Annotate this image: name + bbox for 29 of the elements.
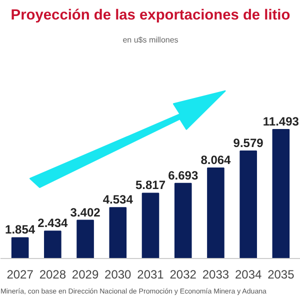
bar (207, 167, 224, 258)
x-tick-label: 2035 (268, 268, 295, 282)
chart-subtitle: en u$s millones (122, 36, 178, 44)
data-label: 11.493 (262, 114, 300, 128)
bar (174, 182, 192, 258)
x-tick-label: 2028 (39, 268, 66, 282)
x-tick-label: 2029 (72, 268, 99, 282)
bar (76, 220, 94, 258)
x-tick-label: 2032 (170, 268, 197, 282)
data-label: 2.434 (38, 216, 68, 230)
bar (240, 150, 257, 258)
data-label: 9.579 (233, 136, 264, 150)
bar (11, 237, 29, 258)
data-label: 8.064 (200, 152, 232, 167)
x-tick-label: 2027 (6, 268, 34, 282)
bar (109, 207, 127, 258)
data-label: 5.817 (135, 178, 166, 192)
chart-title: Proyección de las exportaciones de litio (10, 8, 290, 24)
data-label: 4.534 (102, 192, 134, 207)
x-tick-label: 2034 (234, 268, 262, 282)
data-label: 1.854 (5, 222, 36, 237)
data-label: 3.402 (70, 205, 101, 220)
bar (272, 128, 290, 258)
x-tick-label: 2030 (104, 268, 132, 282)
bar (44, 230, 62, 258)
bar (142, 192, 160, 258)
x-tick-label: 2033 (202, 268, 230, 282)
data-label: 6.693 (168, 168, 198, 182)
x-tick-label: 2031 (137, 268, 164, 282)
